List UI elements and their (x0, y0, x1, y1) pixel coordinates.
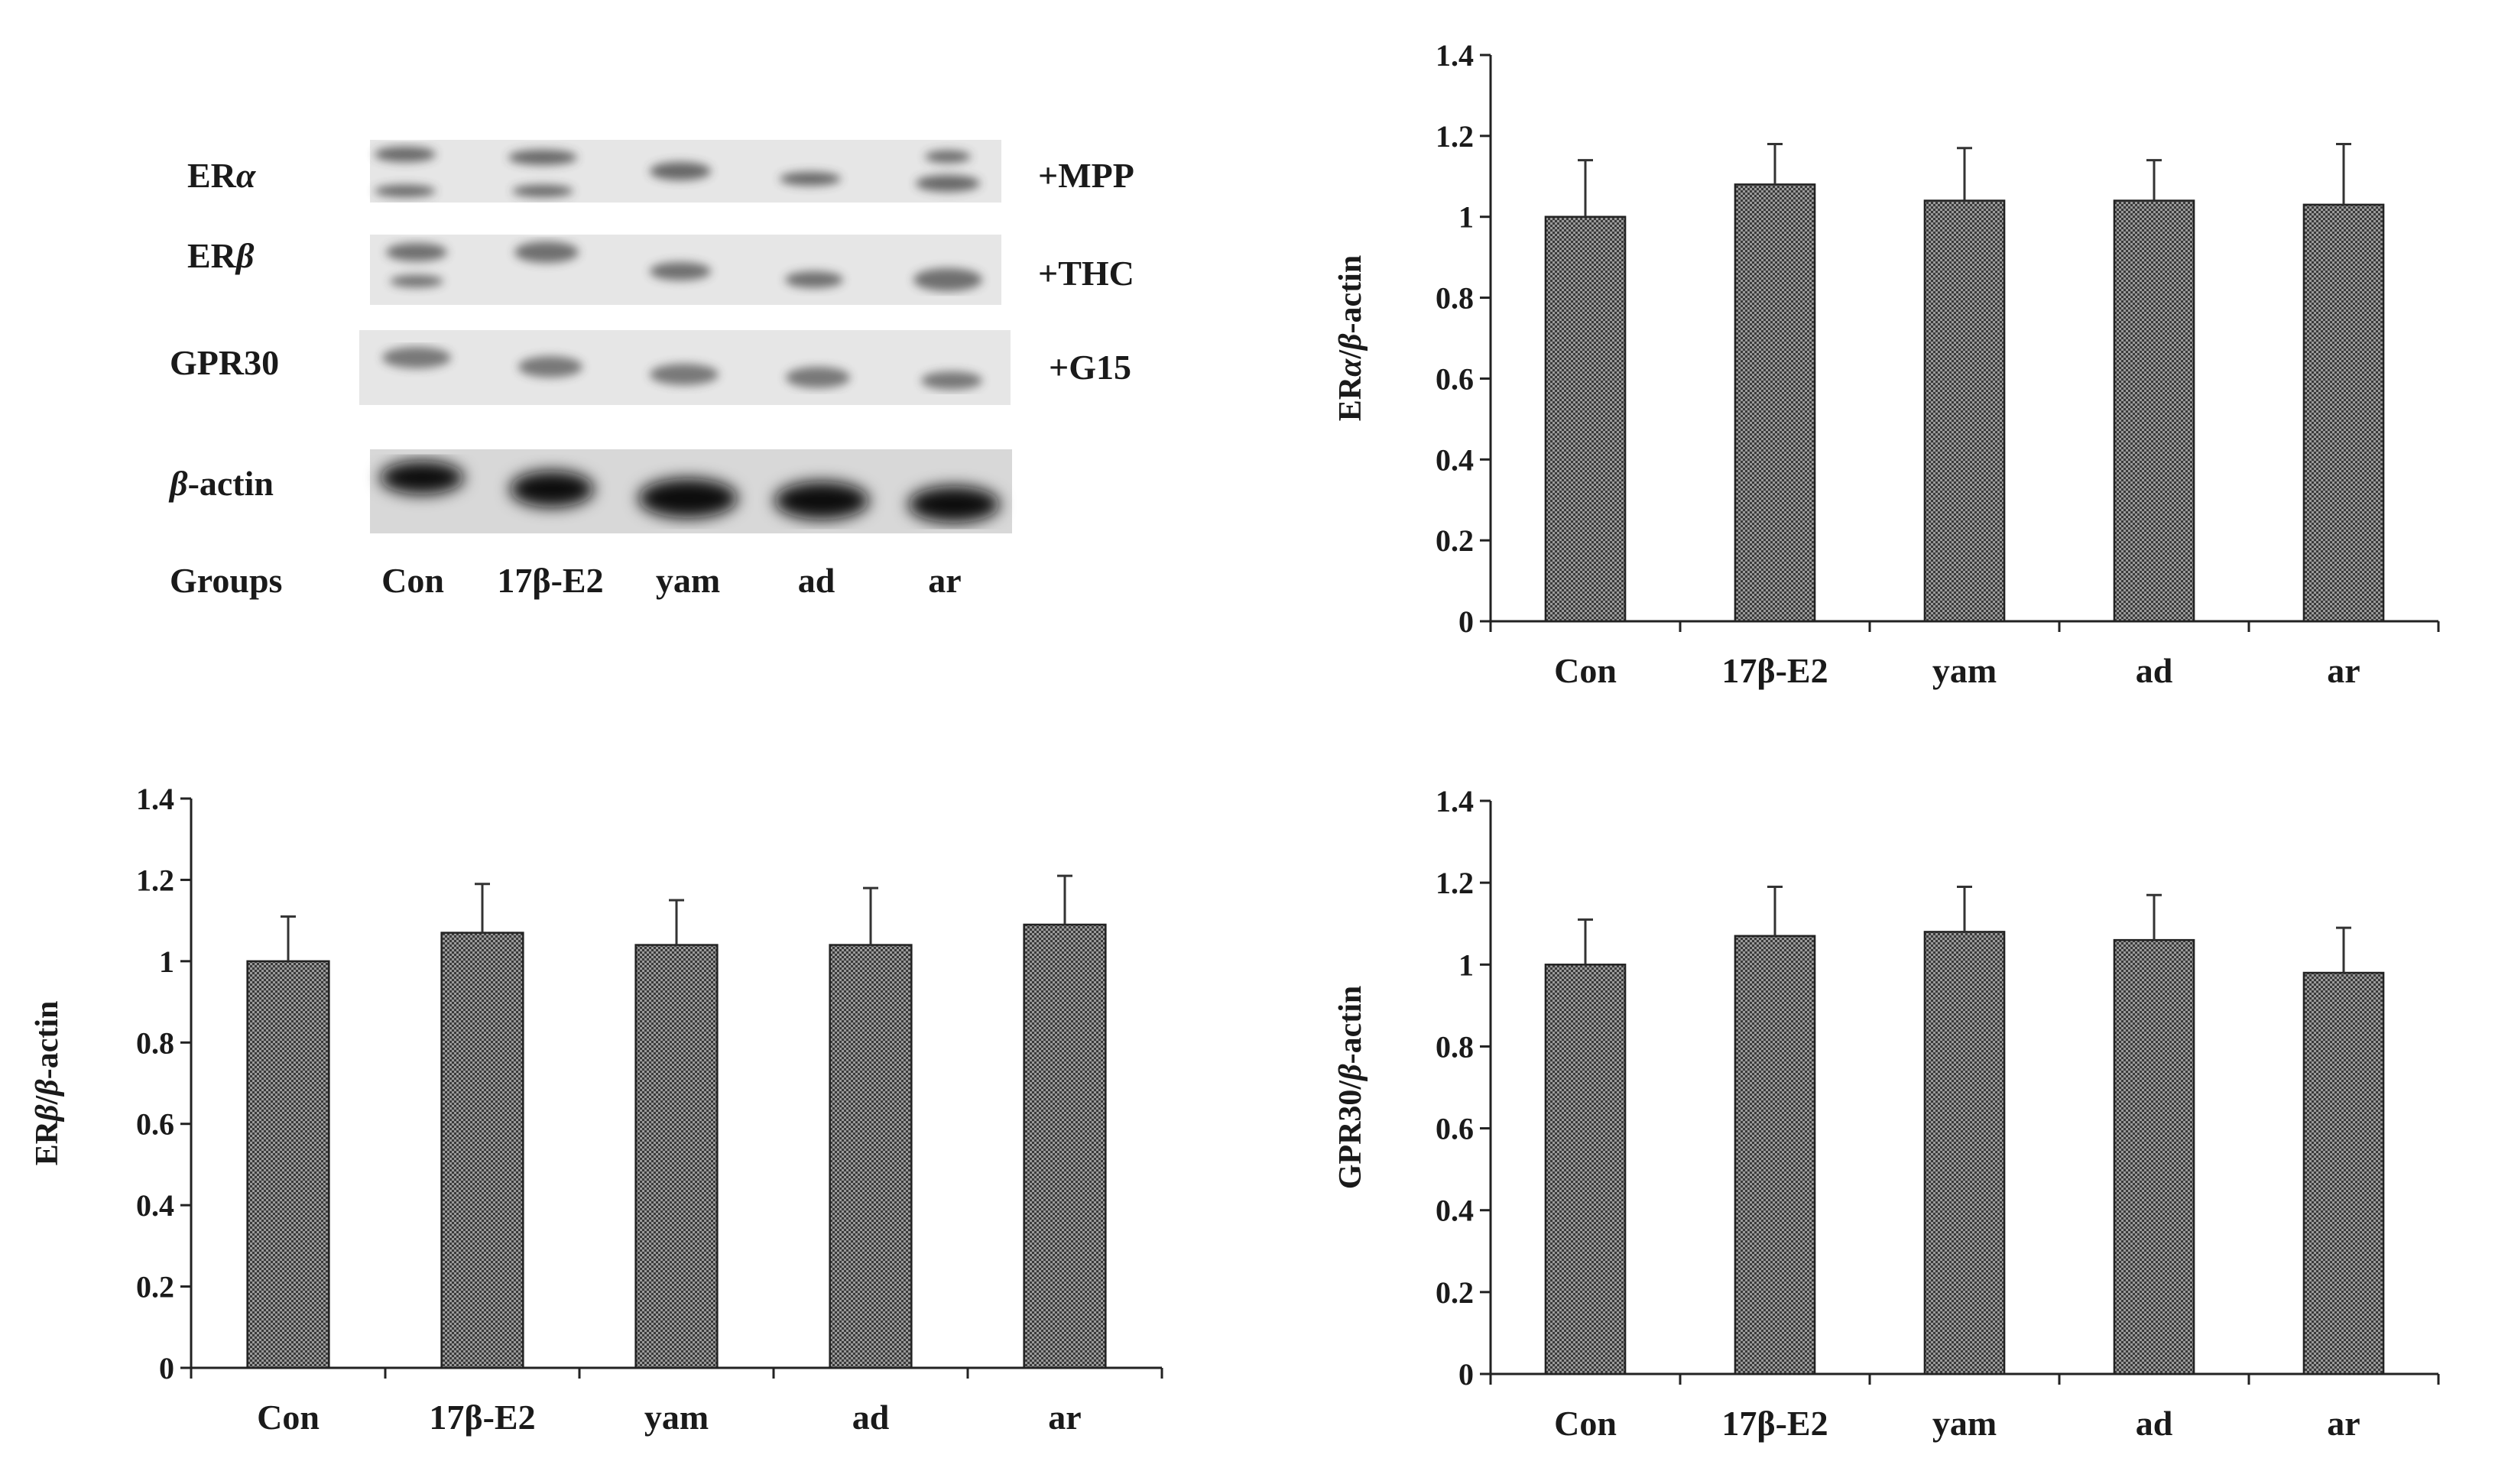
blot-groups-label: Groups (170, 561, 282, 600)
x-category-label: 17β-E2 (1721, 651, 1828, 690)
blot-treatment-thc: +THC (1038, 254, 1134, 293)
y-axis-label: GPR30/β-actin (1333, 986, 1368, 1190)
bar-chart-era: 0 0.2 0.4 0.6 0.8 1 1.2 1.4 Con 17β-E2 yam ad ar ERα/… (1333, 38, 2440, 690)
bar (2302, 203, 2385, 623)
blot-row-label-b-actin: β-actin (168, 464, 274, 503)
blot-strip-erb (370, 235, 1001, 305)
bar (1544, 964, 1627, 1375)
x-category-label: Con (257, 1398, 320, 1437)
blot-treatment-g15: +G15 (1049, 348, 1131, 387)
y-tick-label: 0.2 (1436, 1275, 1474, 1310)
x-category-label: ar (1048, 1398, 1081, 1437)
bar (440, 932, 524, 1369)
blot-strip-b-actin (370, 449, 1012, 533)
x-category-label: yam (1932, 1404, 1997, 1443)
y-tick-label: 0.8 (1436, 1029, 1474, 1064)
bar (634, 944, 719, 1369)
y-tick-label: 0.4 (1436, 1194, 1474, 1228)
y-tick-label: 1.2 (136, 863, 174, 897)
y-tick-label: 0.6 (136, 1107, 174, 1142)
blot-row-label-era: ERα (187, 156, 257, 195)
y-tick-label: 0.2 (1436, 523, 1474, 558)
blot-row-label-gpr30: GPR30 (170, 343, 279, 382)
blot-row-label-erb: ERβ (187, 236, 255, 275)
x-category-label: 17β-E2 (429, 1398, 535, 1437)
y-tick-label: 1.4 (1436, 38, 1474, 73)
blot-group-label: 17β-E2 (497, 561, 603, 600)
blot-group-label: Con (381, 561, 444, 600)
y-tick-label: 0.6 (1436, 361, 1474, 396)
blot-strip-era (370, 140, 1001, 203)
y-tick-label: 0.8 (1436, 281, 1474, 316)
x-category-label: ad (2136, 651, 2173, 690)
y-tick-label: 1.2 (1436, 119, 1474, 154)
y-tick-label: 1 (159, 945, 174, 979)
x-category-label: ad (852, 1398, 890, 1437)
y-tick-label: 0.4 (136, 1188, 174, 1223)
bar (829, 944, 913, 1369)
x-category-label: ar (2327, 651, 2360, 690)
western-blot-panel: ERα +MPP ERβ (168, 140, 1134, 600)
y-tick-label: 0.2 (136, 1270, 174, 1304)
y-tick-label: 0 (1458, 1357, 1474, 1392)
x-category-label: Con (1554, 651, 1617, 690)
blot-group-label: ar (928, 561, 961, 600)
y-tick-label: 0 (1458, 604, 1474, 639)
blot-treatment-mpp: +MPP (1038, 156, 1134, 195)
y-tick-label: 0.8 (136, 1026, 174, 1060)
x-category-label: yam (644, 1398, 709, 1437)
y-tick-label: 1.4 (136, 782, 174, 816)
bar-chart-gpr30: 0 0.2 0.4 0.6 0.8 1 1.2 1.4 Con 17β-E2 yam ad ar GPR3… (1333, 784, 2440, 1443)
x-category-label: yam (1932, 651, 1997, 690)
bar (1023, 923, 1107, 1369)
y-axis-label: ERβ/β-actin (30, 1001, 65, 1166)
y-tick-label: 0 (159, 1351, 174, 1385)
x-category-label: ad (2136, 1404, 2173, 1443)
y-tick-label: 1 (1458, 948, 1474, 982)
x-category-label: Con (1554, 1404, 1617, 1443)
y-tick-label: 0.4 (1436, 442, 1474, 477)
bar (2113, 199, 2195, 623)
bar (1923, 931, 2006, 1375)
bar (2302, 971, 2385, 1375)
bar (1734, 935, 1816, 1375)
bar (1923, 199, 2006, 623)
bar-chart-erb: 0 0.2 0.4 0.6 0.8 1 1.2 1.4 Con 17β-E2 yam ad ar ERβ/… (30, 782, 1163, 1437)
bar (1734, 183, 1816, 623)
y-tick-label: 1.4 (1436, 784, 1474, 818)
y-tick-label: 1.2 (1436, 866, 1474, 900)
y-tick-label: 0.6 (1436, 1112, 1474, 1146)
blot-group-label: yam (656, 561, 720, 600)
y-axis-label: ERα/β-actin (1333, 255, 1368, 421)
x-category-label: ar (2327, 1404, 2360, 1443)
y-tick-label: 1 (1458, 200, 1474, 235)
blot-group-label: ad (798, 561, 835, 600)
bar (2113, 938, 2195, 1375)
blot-strip-gpr30 (359, 330, 1011, 405)
bar (1544, 215, 1627, 623)
bar (246, 960, 330, 1369)
x-category-label: 17β-E2 (1721, 1404, 1828, 1443)
